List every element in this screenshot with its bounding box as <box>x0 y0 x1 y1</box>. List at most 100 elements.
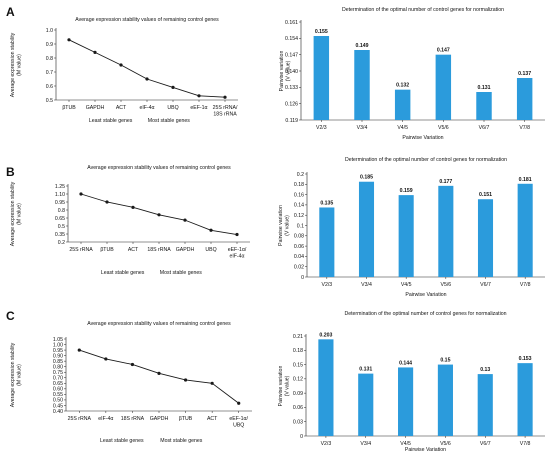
x-tick-label-line: 18S rRNA <box>213 112 237 118</box>
bar-value-label: 0.147 <box>437 48 450 54</box>
bar-V2-3 <box>313 36 330 120</box>
y-tick-label: 0.12 <box>293 377 303 383</box>
data-point-4 <box>157 371 161 375</box>
x-tick-label: UBQ <box>167 105 178 111</box>
x-tick-label-line: eEF-1α/ <box>229 416 248 422</box>
data-point-6 <box>197 94 201 98</box>
y-tick-label: 0.14 <box>294 203 304 209</box>
x-tick-label: UBQ <box>205 247 216 253</box>
x-tick-label: eIF-4α <box>98 416 113 422</box>
bar-V6-7 <box>477 374 493 436</box>
y-tick-label: 0.65 <box>55 216 65 222</box>
y-tick-label: 0.45 <box>53 403 63 409</box>
panel-label-b: B <box>6 165 15 179</box>
chart-a-line: Average expression stability values of r… <box>10 17 238 124</box>
y-tick-label: 0.21 <box>293 334 303 340</box>
chart-c-line: Average expression stability values of r… <box>10 321 252 444</box>
y-tick-label: 0.02 <box>294 265 304 271</box>
chart-title: Determination of the optimal number of c… <box>345 157 507 163</box>
y-axis-label-line: (M value) <box>17 54 23 76</box>
x-tick-label: 18S rRNA <box>147 247 171 253</box>
x-tick-label: eEF-1α <box>190 105 207 111</box>
y-axis-label-line: (V value) <box>285 375 291 396</box>
x-tick-label-line: GAPDH <box>176 247 195 253</box>
least-stable-label: Least stable genes <box>101 270 145 276</box>
x-tick-label-line: UBQ <box>205 247 216 253</box>
x-tick-label: GAPDH <box>86 105 105 111</box>
bar-value-label: 0.132 <box>396 83 409 89</box>
bar-V7-8 <box>517 183 533 277</box>
chart-c-bar: Determination of the optimal number of c… <box>278 311 545 453</box>
y-tick-label: 0.119 <box>285 118 298 124</box>
y-tick-label: 0.80 <box>53 364 63 370</box>
y-tick-label: 0.04 <box>294 254 304 260</box>
bar-V7-8 <box>516 78 533 120</box>
y-tick-label: 0.133 <box>285 85 298 91</box>
y-tick-label: 0.1 <box>297 223 304 229</box>
y-axis-label-line: (M value) <box>17 364 23 386</box>
x-tick-label-line: eEF-1α/ <box>228 247 247 253</box>
y-tick-label: 0.65 <box>53 381 63 387</box>
x-tick-label: V2/3 <box>321 441 332 447</box>
y-tick-label: 1.0 <box>46 28 53 34</box>
bar-V6-7 <box>476 92 492 120</box>
y-tick-label: 0.16 <box>294 192 304 198</box>
data-point-4 <box>157 213 161 217</box>
x-tick-label: V3/4 <box>361 282 372 288</box>
x-tick-label: 18S rRNA <box>121 416 145 422</box>
bar-value-label: 0.185 <box>360 175 373 181</box>
x-tick-label-line: 25S rRNA/ <box>213 105 238 111</box>
y-tick-label: 0.15 <box>293 362 303 368</box>
chart-title: Determination of the optimal number of c… <box>344 311 506 317</box>
x-tick-label: V4/5 <box>401 282 412 288</box>
x-tick-label: ACT <box>128 247 139 253</box>
y-tick-label: 0.7 <box>46 70 53 76</box>
chart-a-bar: Determination of the optimal number of c… <box>279 7 545 141</box>
y-tick-label: 0.161 <box>285 20 298 26</box>
x-tick-label-line: βTUB <box>62 105 76 111</box>
y-tick-label: 0.5 <box>46 98 53 104</box>
x-tick-label: V6/7 <box>480 282 491 288</box>
y-tick-label: 1.10 <box>55 192 65 198</box>
x-tick-label-line: 18S rRNA <box>121 416 145 422</box>
x-tick-label-line: V6/7 <box>480 441 491 447</box>
x-tick-label-line: V7/8 <box>520 282 531 288</box>
most-stable-label: Most stable genes <box>148 118 191 124</box>
y-tick-label: 0.70 <box>53 376 63 382</box>
data-point-3 <box>130 362 135 367</box>
y-axis-label-line: Pairwise variation <box>278 205 284 246</box>
x-tick-label: eEF-1α/UBQ <box>229 416 248 429</box>
data-point-1 <box>77 348 81 352</box>
data-point-2 <box>105 200 109 204</box>
x-tick-label-line: V4/5 <box>400 441 411 447</box>
y-tick-label: 0.154 <box>285 36 298 42</box>
x-tick-label-line: UBQ <box>233 423 244 429</box>
y-tick-label: 0.03 <box>293 420 303 426</box>
y-tick-label: 0.85 <box>53 359 63 365</box>
data-point-4 <box>145 77 149 81</box>
y-tick-label: 0 <box>300 434 303 440</box>
y-tick-label: 1.00 <box>53 342 63 348</box>
x-tick-label: V5/6 <box>440 441 451 447</box>
y-axis-label-line: (V value) <box>286 60 292 81</box>
x-tick-label: V3/4 <box>357 125 368 131</box>
y-tick-label: 0.8 <box>58 208 65 214</box>
panel-label-c: C <box>6 309 15 323</box>
y-tick-label: 0.12 <box>294 213 304 219</box>
chart-b-bar: Determination of the optimal number of c… <box>278 157 545 298</box>
y-axis-label: Average expression stability(M value) <box>10 32 23 97</box>
y-tick-label: 0.18 <box>294 182 304 188</box>
y-axis-label-line: Pairwise variation <box>278 366 284 407</box>
y-tick-label: 0.60 <box>53 387 63 393</box>
x-axis-label: Pairwise Variation <box>405 292 446 298</box>
x-tick-label-line: 18S rRNA <box>147 247 171 253</box>
x-tick-label-line: V4/5 <box>397 125 408 131</box>
y-tick-label: 0.6 <box>46 84 53 90</box>
x-tick-label-line: ACT <box>116 105 127 111</box>
bar-value-label: 0.203 <box>319 332 332 338</box>
x-tick-label: 25S rRNA <box>68 416 92 422</box>
y-tick-label: 0.9 <box>46 42 53 48</box>
y-tick-label: 0 <box>301 275 304 281</box>
x-tick-label: V6/7 <box>479 125 490 131</box>
